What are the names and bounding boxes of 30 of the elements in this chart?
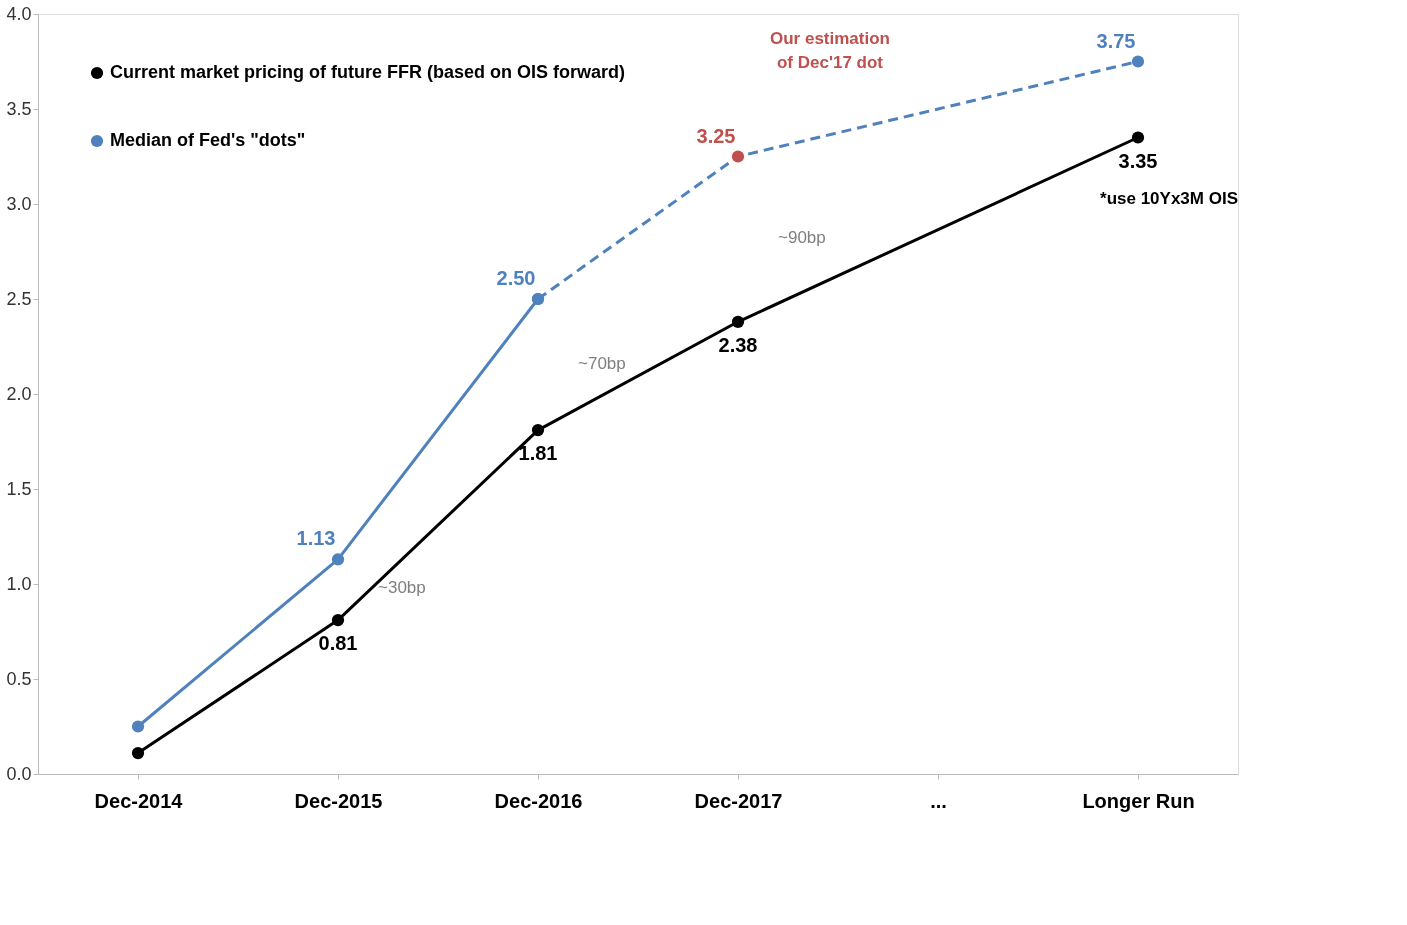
data-label: 1.81 <box>518 442 558 465</box>
data-label: 3.75 <box>1096 29 1136 52</box>
x-tick-label: Dec-2015 <box>294 789 383 812</box>
y-tick-label: 0.5 <box>6 668 32 689</box>
annotation: *use 10Yx3M OIS <box>1100 189 1238 208</box>
data-label: 0.81 <box>318 632 358 655</box>
y-tick-label: 4.0 <box>6 3 32 24</box>
data-label: 2.50 <box>496 267 536 289</box>
data-label: 3.35 <box>1118 149 1158 172</box>
y-tick-label: 1.5 <box>6 478 32 499</box>
x-tick-label: Dec-2014 <box>94 789 184 812</box>
annotation: ~70bp <box>578 353 626 373</box>
y-tick-label: 3.0 <box>6 193 32 214</box>
y-tick-label: 0.0 <box>6 763 32 784</box>
x-tick-label: Longer Run <box>1082 789 1195 812</box>
x-tick-label: Dec-2016 <box>494 789 583 812</box>
y-tick-label: 2.0 <box>6 383 32 404</box>
data-label: 2.38 <box>718 333 758 356</box>
annotation: ~30bp <box>378 577 426 597</box>
x-tick-label: ... <box>930 789 947 812</box>
y-tick-label: 3.5 <box>6 98 32 119</box>
y-tick-label: 1.0 <box>6 573 32 594</box>
data-label: 3.25 <box>696 124 736 147</box>
y-tick-label: 2.5 <box>6 288 32 309</box>
legend-label: Median of Fed's "dots" <box>110 130 306 150</box>
annotation: Our estimation of Dec'17 dot <box>770 29 890 72</box>
annotation: ~90bp <box>778 228 826 248</box>
legend-label: Current market pricing of future FFR (based on OIS forward) <box>110 62 626 82</box>
data-label: 1.13 <box>296 527 336 550</box>
x-tick-label: Dec-2017 <box>694 789 783 812</box>
